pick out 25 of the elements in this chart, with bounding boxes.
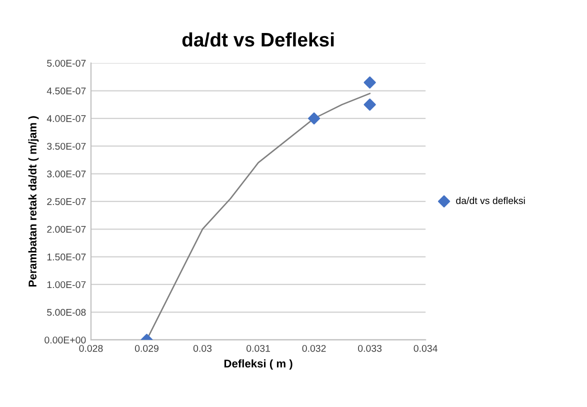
x-tick-label: 0.03 xyxy=(193,344,212,352)
y-tick-label: 1.00E-07 xyxy=(47,281,86,288)
y-axis-title: Perambatan retak da/dt ( m/jam ) xyxy=(28,116,39,287)
y-tick-label: 4.50E-07 xyxy=(46,87,86,94)
x-axis-title: Defleksi ( m ) xyxy=(224,359,292,370)
y-tick-label: 5.00E-08 xyxy=(47,308,86,316)
x-tick-label: 0.033 xyxy=(358,344,382,352)
x-tick-label: 0.028 xyxy=(79,344,103,352)
y-tick-label: 3.50E-07 xyxy=(47,142,86,150)
x-tick-label: 0.032 xyxy=(302,344,326,352)
x-tick-label: 0.031 xyxy=(246,344,270,352)
y-tick-label: 1.50E-07 xyxy=(47,254,86,260)
point xyxy=(364,98,376,111)
point xyxy=(308,112,320,125)
y-tick-label: 2.00E-07 xyxy=(47,226,86,233)
y-tick-label: 5.00E-07 xyxy=(47,60,86,67)
y-tick-label: 0.00E+00 xyxy=(44,336,86,344)
y-tick-label: 4.00E-07 xyxy=(46,115,86,122)
point xyxy=(364,76,376,89)
y-tick-label: 2.50E-07 xyxy=(47,198,86,206)
chart-title: da/dt vs Defleksi xyxy=(182,32,334,47)
legend-label: da/dt vs defleksi xyxy=(456,196,525,204)
x-tick-label: 0.029 xyxy=(134,344,158,352)
y-tick-label: 3.00E-07 xyxy=(47,170,86,178)
x-tick-label: 0.034 xyxy=(414,344,438,352)
